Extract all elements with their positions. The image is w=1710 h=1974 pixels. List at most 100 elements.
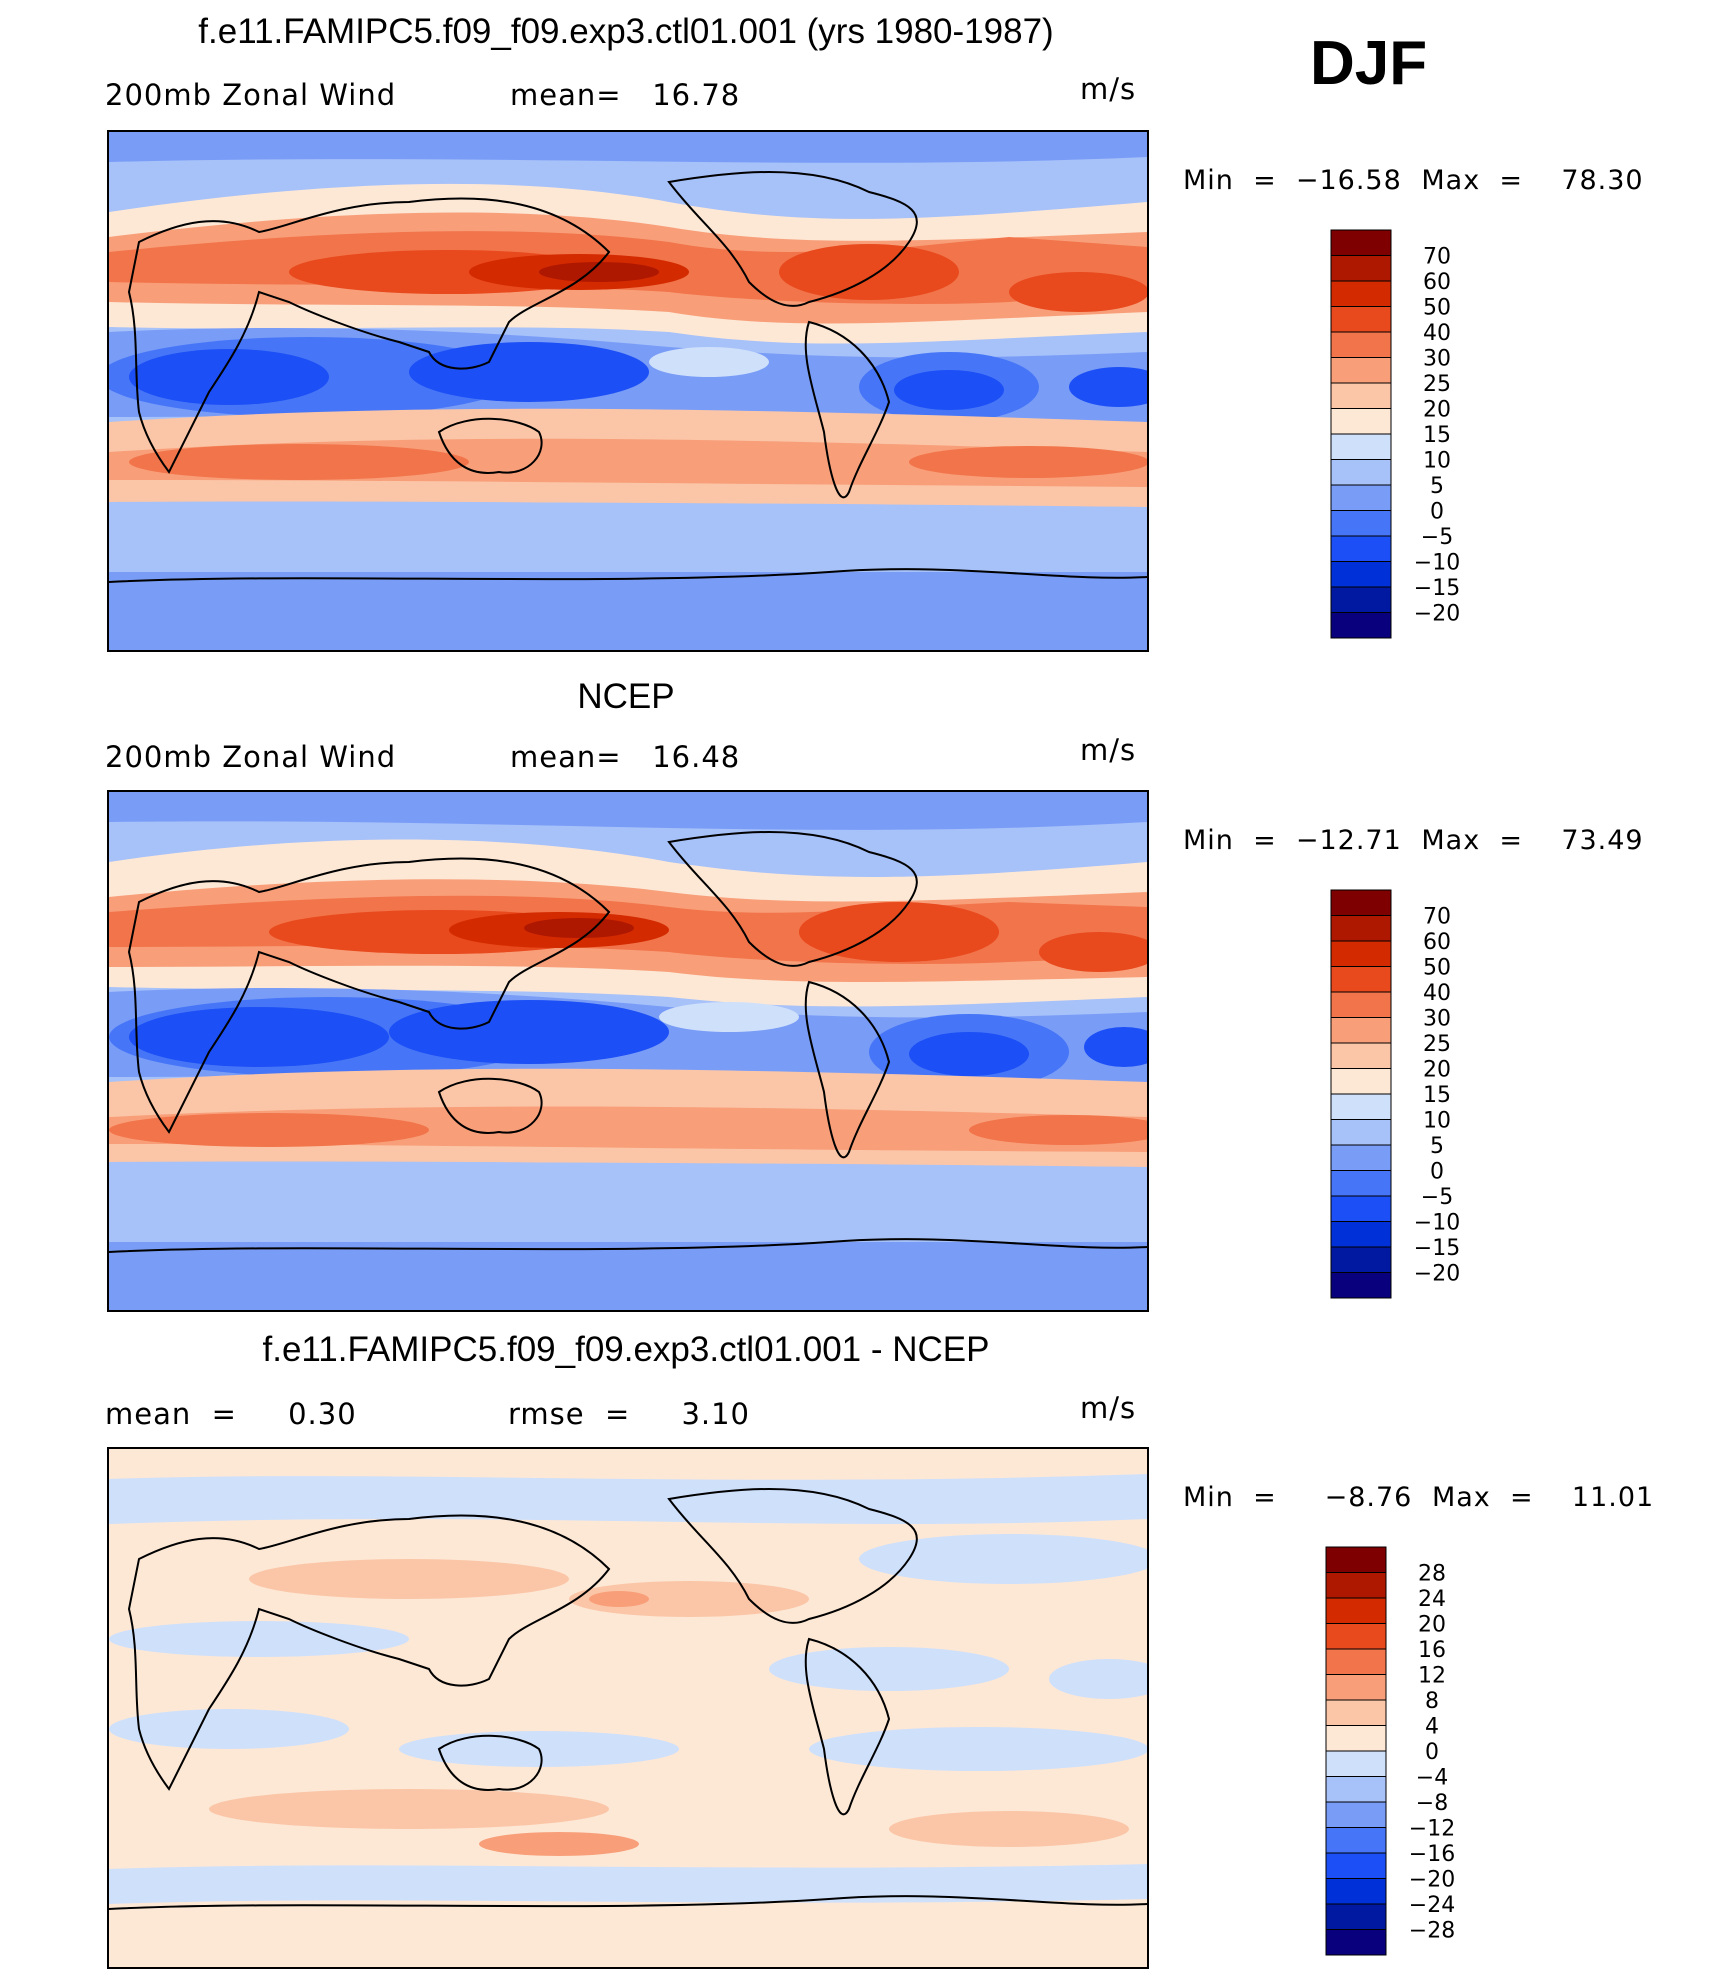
colorbar-3-box [1325, 1546, 1387, 1573]
colorbar-1-box [1330, 306, 1392, 333]
colorbar-1-box [1330, 484, 1392, 511]
colorbar-2-tick-label: −15 [1414, 1236, 1460, 1261]
panel-1-max-label: Max = 78.30 [1421, 165, 1644, 196]
colorbar-2-tick-label: 10 [1423, 1109, 1451, 1134]
colorbar-1-box [1330, 433, 1392, 460]
panel-2-colorbar: 70 60 50 40 30 25 20 15 10 5 0 −5 −10 −15 −20 [1330, 889, 1481, 1305]
colorbar-3-box [1325, 1750, 1387, 1777]
colorbar-2-tick-label: 5 [1430, 1134, 1444, 1159]
colorbar-1-box [1330, 561, 1392, 588]
colorbar-3-box [1325, 1903, 1387, 1930]
colorbar-1-tick-label: −15 [1414, 576, 1460, 601]
colorbar-3-tick-label: 16 [1418, 1638, 1446, 1663]
colorbar-1-tick-label: 5 [1430, 474, 1444, 499]
colorbar-2-tick-label: 40 [1423, 981, 1451, 1006]
colorbar-3-tick-label: 8 [1425, 1689, 1439, 1714]
colorbar-1-box [1330, 357, 1392, 384]
colorbar-3-box [1325, 1801, 1387, 1828]
panel-2-mean-label: mean= 16.48 [510, 740, 741, 774]
panel-2-title: NCEP [577, 677, 675, 716]
colorbar-1-box [1330, 459, 1392, 486]
colorbar-3-box [1325, 1572, 1387, 1599]
colorbar-1-tick-label: 50 [1423, 296, 1451, 321]
colorbar-3-box [1325, 1776, 1387, 1803]
colorbar-3-tick-label: 28 [1418, 1562, 1446, 1587]
panel-2-units-label: m/s [1080, 733, 1137, 767]
panel-2-minmax: Min = −12.71 Max = 73.49 [1183, 825, 1644, 856]
colorbar-1-tick-label: 40 [1423, 321, 1451, 346]
colorbar-2-tick-label: 25 [1423, 1032, 1451, 1057]
colorbar-1-tick-label: −5 [1421, 525, 1453, 550]
panel-2-max-label: Max = 73.49 [1421, 825, 1644, 856]
colorbar-1-tick-label: 70 [1423, 245, 1451, 270]
colorbar-1-box [1330, 255, 1392, 282]
colorbar-2-box [1330, 991, 1392, 1018]
colorbar-2-box [1330, 1144, 1392, 1171]
colorbar-2-box [1330, 1068, 1392, 1095]
panel-1-variable-label: 200mb Zonal Wind [105, 78, 397, 112]
panel-3-max-label: Max = 11.01 [1431, 1482, 1655, 1513]
colorbar-1-tick-label: 30 [1423, 347, 1451, 372]
colorbar-2-box [1330, 966, 1392, 993]
colorbar-3-tick-label: 20 [1418, 1613, 1446, 1638]
colorbar-3-tick-label: −8 [1416, 1791, 1448, 1816]
colorbar-1-tick-label: −10 [1414, 551, 1460, 576]
panel-1-colorbar: 70 60 50 40 30 25 20 15 10 5 0 −5 −10 −15 −20 [1330, 229, 1481, 645]
panel-2-min-label: Min = −12.71 [1183, 825, 1402, 856]
colorbar-1-box [1330, 331, 1392, 358]
panel-3-units-label: m/s [1080, 1391, 1137, 1425]
colorbar-2-box [1330, 1221, 1392, 1248]
colorbar-3-tick-label: 12 [1418, 1664, 1446, 1689]
colorbar-2-tick-label: 0 [1430, 1160, 1444, 1185]
colorbar-1-tick-label: −20 [1414, 602, 1460, 627]
colorbar-2-tick-label: −20 [1414, 1262, 1460, 1287]
panel-1-min-label: Min = −16.58 [1183, 165, 1402, 196]
colorbar-1-tick-label: 25 [1423, 372, 1451, 397]
panel-2-map [107, 790, 1149, 1312]
panel-2-contour-field [109, 792, 1147, 1310]
colorbar-3-box [1325, 1648, 1387, 1675]
panel-1-contour-field [109, 132, 1147, 650]
colorbar-2-tick-label: 30 [1423, 1007, 1451, 1032]
colorbar-3-box [1325, 1827, 1387, 1854]
panel-1-map [107, 130, 1149, 652]
colorbar-1-tick-label: 15 [1423, 423, 1451, 448]
colorbar-1-box [1330, 382, 1392, 409]
colorbar-3-tick-label: −4 [1416, 1766, 1448, 1791]
panel-3-contour-field [109, 1449, 1147, 1967]
colorbar-2-box [1330, 1195, 1392, 1222]
colorbar-1-box [1330, 280, 1392, 307]
colorbar-2-tick-label: 15 [1423, 1083, 1451, 1108]
colorbar-2-box [1330, 1042, 1392, 1069]
colorbar-2-tick-label: 60 [1423, 930, 1451, 955]
colorbar-2-tick-label: −10 [1414, 1211, 1460, 1236]
colorbar-2-tick-label: 50 [1423, 956, 1451, 981]
colorbar-3-tick-label: 0 [1425, 1740, 1439, 1765]
colorbar-2-box [1330, 915, 1392, 942]
colorbar-2-tick-label: −5 [1421, 1185, 1453, 1210]
colorbar-1-box [1330, 612, 1392, 639]
panel-1-mean-label: mean= 16.78 [510, 78, 741, 112]
colorbar-2-box [1330, 1246, 1392, 1273]
colorbar-3-box [1325, 1725, 1387, 1752]
colorbar-1-box [1330, 229, 1392, 256]
colorbar-1-tick-label: 60 [1423, 270, 1451, 295]
panel-1-title: f.e11.FAMIPC5.f09_f09.exp3.ctl01.001 (yr… [198, 12, 1054, 51]
colorbar-3-box [1325, 1699, 1387, 1726]
colorbar-3-tick-label: −24 [1409, 1893, 1455, 1918]
season-label: DJF [1310, 29, 1428, 98]
colorbar-3-tick-label: −16 [1409, 1842, 1455, 1867]
panel-3-min-label: Min = −8.76 [1183, 1482, 1413, 1513]
panel-3-minmax: Min = −8.76 Max = 11.01 [1183, 1482, 1654, 1513]
colorbar-3-box [1325, 1878, 1387, 1905]
panel-3-mean-label: mean = 0.30 [105, 1397, 357, 1431]
colorbar-1-box [1330, 586, 1392, 613]
colorbar-1-tick-label: 0 [1430, 500, 1444, 525]
colorbar-3-tick-label: −28 [1409, 1919, 1455, 1944]
colorbar-3-tick-label: 24 [1418, 1587, 1446, 1612]
colorbar-1-tick-label: 10 [1423, 449, 1451, 474]
colorbar-2-box [1330, 1119, 1392, 1146]
colorbar-1-tick-label: 20 [1423, 398, 1451, 423]
